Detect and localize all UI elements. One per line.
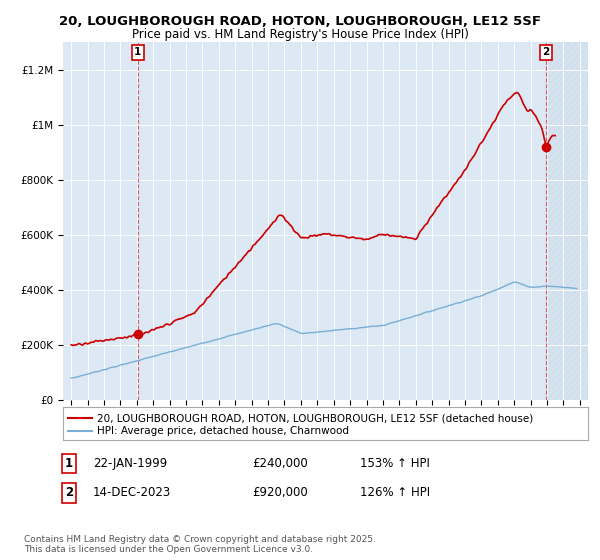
Text: 1: 1	[65, 457, 73, 470]
Text: 20, LOUGHBOROUGH ROAD, HOTON, LOUGHBOROUGH, LE12 5SF (detached house): 20, LOUGHBOROUGH ROAD, HOTON, LOUGHBOROU…	[97, 413, 533, 423]
Text: 126% ↑ HPI: 126% ↑ HPI	[360, 486, 430, 500]
Text: 2: 2	[65, 486, 73, 500]
Text: 20, LOUGHBOROUGH ROAD, HOTON, LOUGHBOROUGH, LE12 5SF: 20, LOUGHBOROUGH ROAD, HOTON, LOUGHBOROU…	[59, 15, 541, 28]
Text: HPI: Average price, detached house, Charnwood: HPI: Average price, detached house, Char…	[97, 427, 349, 436]
Text: £920,000: £920,000	[252, 486, 308, 500]
Text: £240,000: £240,000	[252, 457, 308, 470]
Text: 153% ↑ HPI: 153% ↑ HPI	[360, 457, 430, 470]
Text: 1: 1	[134, 48, 142, 57]
Text: 14-DEC-2023: 14-DEC-2023	[93, 486, 171, 500]
Bar	[546, 42, 588, 400]
Text: Price paid vs. HM Land Registry's House Price Index (HPI): Price paid vs. HM Land Registry's House …	[131, 28, 469, 41]
Text: Contains HM Land Registry data © Crown copyright and database right 2025.
This d: Contains HM Land Registry data © Crown c…	[24, 535, 376, 554]
Text: 2: 2	[542, 48, 550, 57]
Text: 22-JAN-1999: 22-JAN-1999	[93, 457, 167, 470]
